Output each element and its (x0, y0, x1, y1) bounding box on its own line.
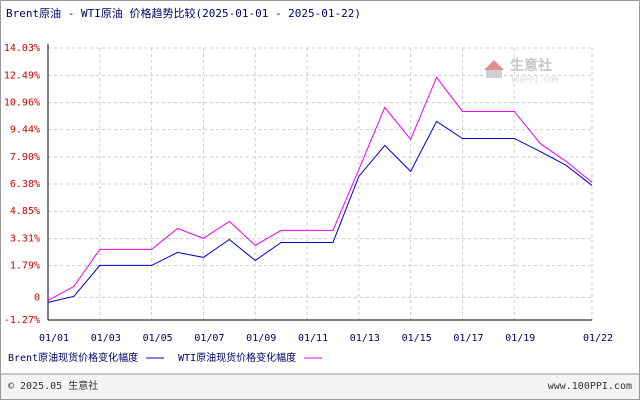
y-tick-label: 3.31% (10, 234, 40, 245)
x-tick-label: 01/09 (246, 333, 276, 344)
y-tick-label: 12.49% (4, 70, 40, 81)
y-tick-label: -1.27% (4, 315, 40, 326)
x-tick-label: 01/17 (453, 333, 483, 344)
legend-label: Brent原油现货价格变化幅度 (8, 351, 138, 364)
x-tick-label: 01/11 (298, 333, 328, 344)
watermark-brand: 生意社 (510, 57, 552, 74)
watermark-logo (484, 60, 504, 70)
series-line (47, 76, 593, 301)
y-tick-label: 10.96% (4, 98, 40, 109)
x-tick-label: 01/19 (505, 333, 535, 344)
footer-copyright: © 2025.05 生意社 (8, 379, 98, 392)
y-tick-label: 0 (34, 292, 40, 303)
x-tick-label: 01/01 (39, 333, 69, 344)
chart-title: Brent原油 - WTI原油 价格趋势比较(2025-01-01 - 2025… (6, 6, 361, 20)
x-tick-label: 01/03 (91, 333, 121, 344)
watermark-logo (486, 70, 502, 78)
y-tick-label: 1.79% (10, 261, 40, 272)
x-tick-label: 01/13 (350, 333, 380, 344)
x-tick-label: 01/15 (402, 333, 432, 344)
footer-site: www.100PPI.com (548, 381, 632, 392)
legend-label: WTI原油现货价格变化幅度 (178, 351, 296, 364)
y-tick-label: 6.38% (10, 179, 40, 190)
y-tick-label: 14.03% (4, 43, 40, 54)
y-tick-label: 7.90% (10, 152, 40, 163)
x-tick-label: 01/22 (583, 333, 613, 344)
y-tick-label: 4.85% (10, 206, 40, 217)
y-tick-label: 9.44% (10, 125, 40, 136)
footer-band (1, 374, 639, 399)
x-tick-label: 01/05 (143, 333, 173, 344)
x-tick-label: 01/07 (194, 333, 224, 344)
watermark: 生意社 100PPI.COM (484, 57, 558, 85)
series-line (47, 120, 593, 303)
watermark-url: 100PPI.COM (510, 76, 558, 85)
